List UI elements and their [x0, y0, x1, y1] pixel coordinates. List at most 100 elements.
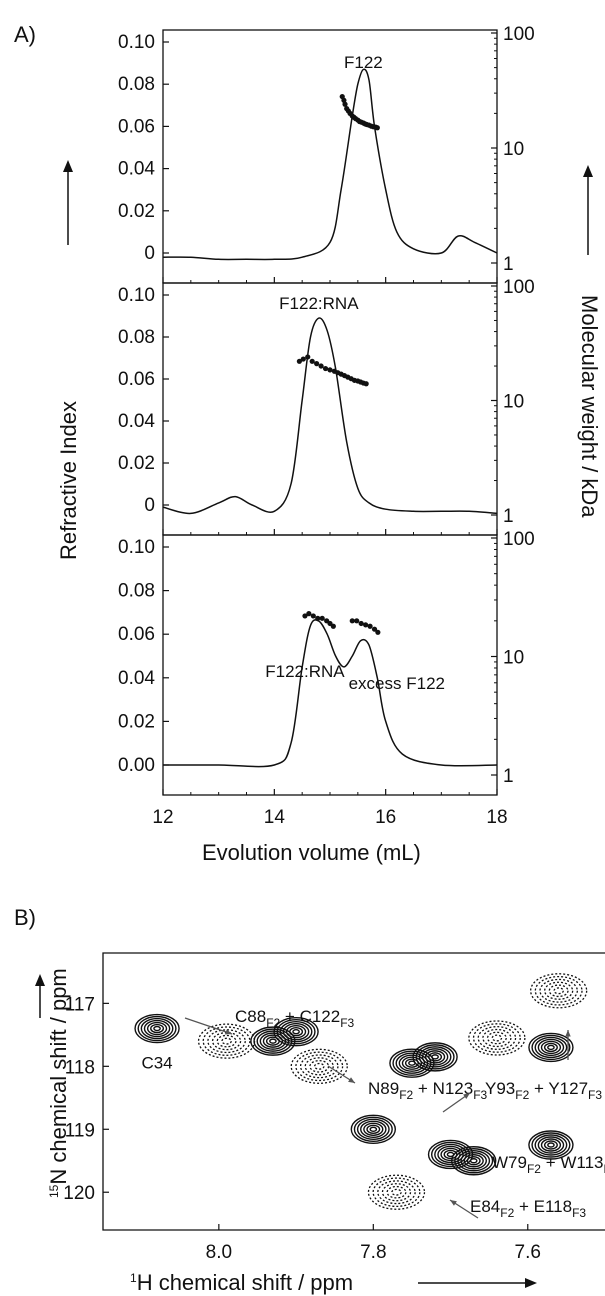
residue-label: N89F2 + N123F3: [368, 1079, 488, 1102]
y-tick-label: 0.08: [118, 74, 155, 95]
solid-contour-ring: [418, 1046, 452, 1068]
y-tick-label: 0.10: [118, 285, 155, 306]
solid-peak: [412, 1042, 458, 1072]
panel-b-nmr-spectrum: 117 118 119 120 8.0 7.8 7.6 C34 C88F2 + C122F3 N8…: [63, 952, 605, 1263]
solid-contour-ring: [360, 1120, 387, 1138]
dashed-contour-ring: [386, 1185, 407, 1199]
solid-contour-ring: [463, 1154, 484, 1168]
dashed-contour-ring: [553, 987, 564, 995]
molecular-weight-point: [330, 623, 336, 629]
y-right-tick-label: 100: [503, 529, 535, 550]
solid-contour-ring: [469, 1158, 478, 1164]
solid-contour-ring: [537, 1136, 565, 1154]
dashed-peak: [290, 1048, 348, 1084]
molecular-weight-point: [306, 611, 312, 617]
dashed-contour-ring: [534, 975, 583, 1006]
y-right-tick-label: 1: [503, 506, 514, 527]
solid-contour-ring: [363, 1122, 384, 1136]
solid-contour-ring: [431, 1054, 439, 1060]
panel-a-label: A): [14, 22, 36, 47]
molecular-weight-point: [302, 613, 308, 619]
molecular-weight-point: [300, 356, 306, 362]
solid-contour-ring: [460, 1152, 487, 1170]
solid-contour-ring: [289, 1026, 304, 1037]
solid-contour-ring: [146, 1021, 168, 1036]
y-right-tick-label: 1: [503, 254, 514, 275]
solid-contour-ring: [534, 1036, 568, 1059]
molecular-weight-point: [367, 623, 373, 629]
solid-contour-ring: [401, 1056, 423, 1070]
molecular-weight-point: [309, 358, 315, 364]
dashed-contour-ring: [482, 1028, 512, 1048]
solid-contour-ring: [392, 1050, 432, 1076]
molecular-weight-point: [375, 629, 381, 635]
dashed-peak: [197, 1023, 256, 1059]
dashed-contour-ring: [539, 978, 578, 1003]
dashed-contour-ring: [295, 1051, 344, 1082]
dashed-peak: [367, 1174, 426, 1210]
solid-contour-ring: [531, 1034, 571, 1061]
molecular-weight-point: [358, 620, 364, 627]
shift-arrow: [184, 1017, 233, 1035]
y-label-sup: 15: [47, 1184, 61, 1198]
solid-contour-ring: [428, 1052, 443, 1062]
y-label-rest: N chemical shift / ppm: [46, 968, 71, 1184]
solid-contour-ring: [269, 1038, 277, 1044]
dashed-contour-ring: [472, 1023, 521, 1053]
dashed-contour-ring: [391, 1188, 402, 1196]
molecular-weight-point: [322, 365, 329, 372]
panel-b-label: B): [14, 905, 36, 930]
solid-contour-ring: [537, 1038, 565, 1057]
dashed-contour-ring: [548, 984, 569, 998]
residue-label: W79F2 + W113F3: [492, 1153, 605, 1176]
solid-contour-ring: [398, 1054, 426, 1072]
molecular-weight-point: [318, 363, 324, 369]
solid-contour-ring: [466, 1156, 481, 1166]
solid-contour-ring: [356, 1118, 390, 1140]
y-tick-label: 0.06: [118, 369, 155, 390]
solid-contour-ring: [282, 1022, 310, 1041]
solid-peak: [273, 1016, 319, 1047]
panel-b-y-title: 15N chemical shift / ppm: [35, 968, 71, 1198]
y-right-tick-label: 100: [503, 277, 535, 298]
molecular-weight-point: [349, 618, 355, 624]
solid-contour-ring: [366, 1124, 381, 1134]
dashed-contour-ring: [309, 1060, 330, 1073]
peak-label: excess F122: [349, 674, 445, 693]
y-tick-label: 0.06: [118, 624, 155, 645]
molecular-weight-point: [319, 615, 325, 621]
nmr-frame: [102, 952, 605, 1231]
plot-frame: [162, 29, 498, 284]
svg-text:1H chemical shift / ppm: 1H chemical shift / ppm: [130, 1270, 353, 1295]
dashed-contour-ring: [544, 981, 574, 1000]
solid-peak: [528, 1032, 574, 1063]
molecular-weight-point: [374, 125, 380, 131]
y-tick-label: 0.00: [118, 755, 155, 776]
dashed-contour-ring: [372, 1177, 421, 1208]
peak-label: F122: [344, 53, 383, 72]
dashed-contour-ring: [290, 1048, 348, 1084]
dashed-peak: [468, 1020, 526, 1056]
dashed-contour-ring: [377, 1180, 416, 1205]
y-tick-label: 0: [144, 495, 155, 516]
molecular-weight-point: [363, 622, 369, 628]
shift-arrow: [327, 1065, 356, 1084]
solid-peak: [528, 1130, 574, 1160]
molecular-weight-point: [363, 381, 369, 387]
peak-label-c34: C34: [141, 1054, 172, 1073]
y-right-tick-label: 10: [503, 648, 524, 669]
solid-contour-ring: [150, 1023, 165, 1034]
dashed-contour-ring: [313, 1062, 325, 1070]
x-tick-label: 8.0: [206, 1242, 232, 1263]
x-tick-label: 14: [264, 807, 286, 828]
peak-label: F122:RNA: [279, 294, 359, 313]
solid-contour-ring: [153, 1025, 161, 1032]
solid-peak: [350, 1114, 397, 1144]
solid-peak: [451, 1146, 497, 1176]
solid-contour-ring: [540, 1040, 562, 1055]
dashed-contour-ring: [207, 1029, 246, 1054]
y-tick-label: 0.06: [118, 116, 155, 137]
solid-contour-ring: [547, 1044, 555, 1051]
solid-contour-ring: [440, 1147, 461, 1162]
